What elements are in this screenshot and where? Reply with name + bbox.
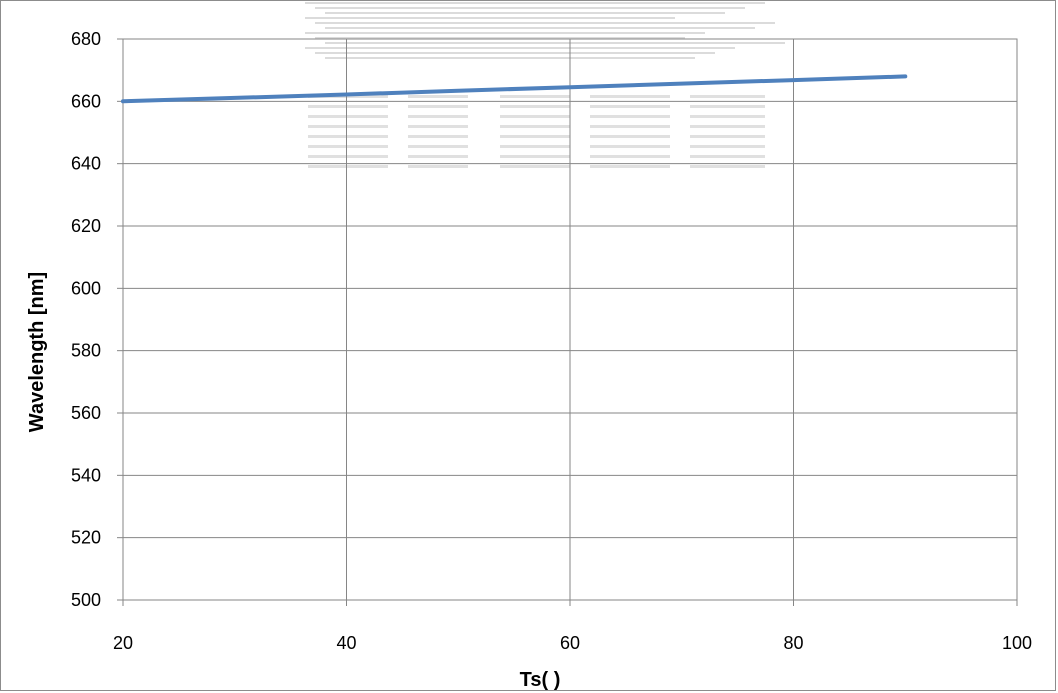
- watermark-stripe: [305, 2, 765, 4]
- watermark-stripe: [408, 135, 468, 138]
- watermark-stripe: [690, 135, 765, 138]
- x-tick-label: 40: [336, 633, 356, 653]
- gridlines: [117, 38, 1018, 606]
- x-tick-label: 80: [783, 633, 803, 653]
- watermark-stripe: [408, 145, 468, 148]
- watermark-stripe: [308, 155, 388, 158]
- watermark-stripe: [315, 22, 775, 24]
- x-tick-label: 100: [1002, 633, 1032, 653]
- y-tick-label: 540: [71, 465, 101, 485]
- watermark-stripe: [590, 115, 670, 118]
- watermark-stripe: [500, 145, 570, 148]
- watermark-logo: [305, 2, 785, 168]
- watermark-stripe: [690, 105, 765, 108]
- series-group: [121, 74, 908, 104]
- watermark-stripe: [315, 52, 715, 54]
- watermark-stripe: [500, 115, 570, 118]
- watermark-stripe: [690, 125, 765, 128]
- y-tick-label: 660: [71, 91, 101, 111]
- y-tick-label: 580: [71, 341, 101, 361]
- watermark-stripe: [325, 57, 695, 59]
- plot-border: [122, 38, 1018, 601]
- watermark-stripe: [590, 135, 670, 138]
- y-tick-label: 520: [71, 528, 101, 548]
- y-tick-label: 500: [71, 590, 101, 610]
- watermark-stripe: [308, 135, 388, 138]
- watermark-stripe: [308, 125, 388, 128]
- watermark-stripe: [500, 165, 570, 168]
- watermark-stripe: [500, 135, 570, 138]
- watermark-stripe: [590, 145, 670, 148]
- watermark-stripe: [590, 165, 670, 168]
- y-tick-label: 620: [71, 216, 101, 236]
- x-tick-label: 20: [113, 633, 133, 653]
- watermark-stripe: [408, 95, 468, 98]
- watermark-stripe: [315, 37, 685, 39]
- watermark-stripe: [690, 115, 765, 118]
- watermark-stripe: [308, 105, 388, 108]
- watermark-stripe: [690, 95, 765, 98]
- x-axis-title: Ts( ): [520, 669, 561, 691]
- watermark-stripe: [325, 27, 755, 29]
- watermark-stripe: [308, 165, 388, 168]
- watermark-stripe: [305, 32, 705, 34]
- plot-area: [122, 38, 1018, 601]
- watermark-stripe: [690, 155, 765, 158]
- watermark-stripe: [590, 125, 670, 128]
- y-axis-title: Wavelength [nm]: [26, 272, 48, 432]
- watermark-stripe: [325, 12, 725, 14]
- watermark-stripe: [408, 125, 468, 128]
- watermark-stripe: [305, 17, 675, 19]
- watermark-stripe: [408, 105, 468, 108]
- watermark-stripe: [308, 145, 388, 148]
- x-tick-labels: 20 40 60 80 100: [113, 633, 1032, 653]
- y-tick-label: 600: [71, 278, 101, 298]
- watermark-stripe: [690, 165, 765, 168]
- watermark-stripe: [590, 105, 670, 108]
- watermark-stripe: [408, 115, 468, 118]
- watermark-stripe: [315, 7, 745, 9]
- y-tick-labels: 500 520 540 560 580 600 620 640 660 680: [71, 29, 101, 610]
- watermark-stripe: [308, 115, 388, 118]
- watermark-stripe: [590, 95, 670, 98]
- x-tick-label: 60: [560, 633, 580, 653]
- watermark-stripe: [408, 165, 468, 168]
- watermark-stripe: [500, 155, 570, 158]
- watermark-stripe: [500, 105, 570, 108]
- watermark-stripe: [500, 125, 570, 128]
- watermark-stripe: [590, 155, 670, 158]
- watermark-stripe: [308, 95, 388, 98]
- y-tick-label: 560: [71, 403, 101, 423]
- watermark-stripe: [408, 155, 468, 158]
- watermark-stripe: [305, 47, 735, 49]
- series-line: [121, 74, 908, 104]
- watermark-stripe: [325, 42, 785, 44]
- watermark-stripe: [690, 145, 765, 148]
- y-tick-label: 680: [71, 29, 101, 49]
- watermark-stripe: [500, 95, 570, 98]
- y-tick-label: 640: [71, 154, 101, 174]
